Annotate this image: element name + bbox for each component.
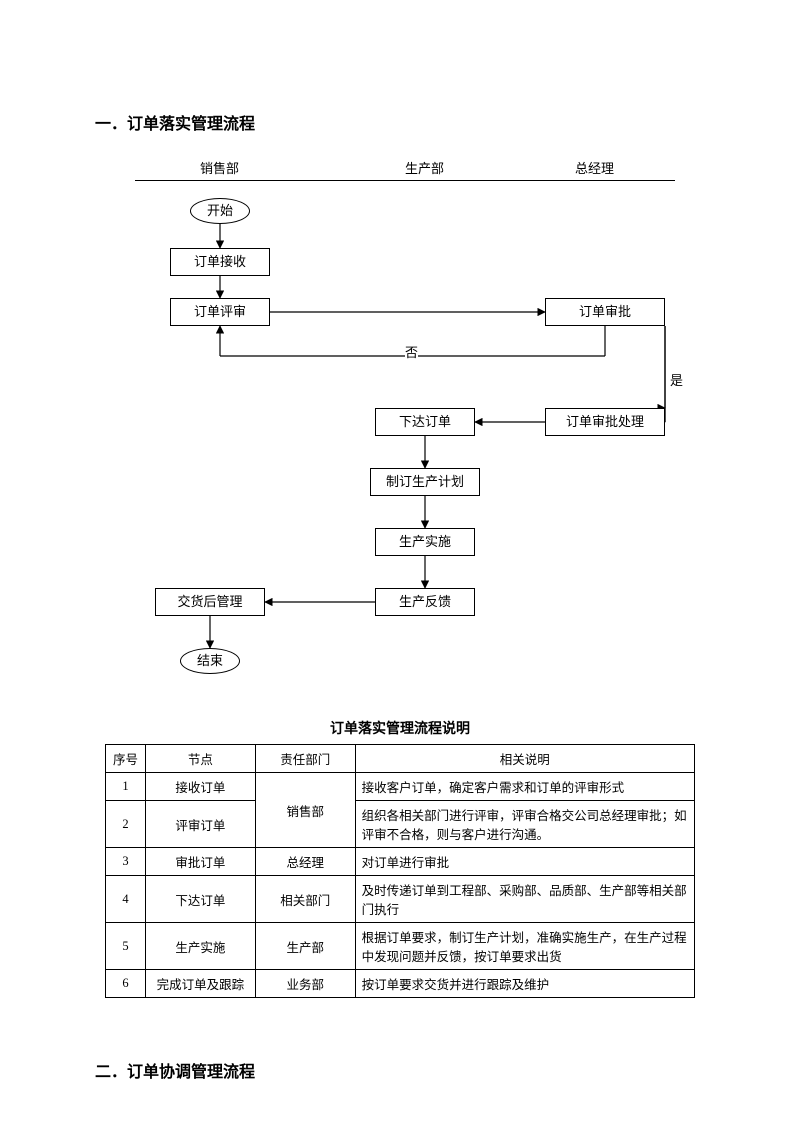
table-row: 6 完成订单及跟踪 业务部 按订单要求交货并进行跟踪及维护 — [106, 970, 695, 998]
table-row: 1 接收订单 销售部 接收客户订单，确定客户需求和订单的评审形式 — [106, 773, 695, 801]
page-content: 一．订单落实管理流程 销售部 生产部 总经理 — [95, 110, 705, 1082]
col-node: 节点 — [145, 745, 255, 773]
lane-label-gm: 总经理 — [575, 158, 614, 177]
cell-node: 审批订单 — [145, 848, 255, 876]
table-row: 3 审批订单 总经理 对订单进行审批 — [106, 848, 695, 876]
cell-desc: 按订单要求交货并进行跟踪及维护 — [355, 970, 694, 998]
table-title: 订单落实管理流程说明 — [95, 718, 705, 738]
lane-label-sales: 销售部 — [200, 158, 239, 177]
node-end: 结束 — [180, 648, 240, 674]
cell-no: 4 — [106, 876, 146, 923]
edge-label-no: 否 — [405, 342, 418, 361]
node-issue: 下达订单 — [375, 408, 475, 436]
cell-dept: 业务部 — [255, 970, 355, 998]
cell-no: 6 — [106, 970, 146, 998]
col-no: 序号 — [106, 745, 146, 773]
heading-2: 二．订单协调管理流程 — [95, 1058, 705, 1082]
table-row: 5 生产实施 生产部 根据订单要求，制订生产计划，准确实施生产，在生产过程中发现… — [106, 923, 695, 970]
cell-no: 2 — [106, 801, 146, 848]
cell-desc: 根据订单要求，制订生产计划，准确实施生产，在生产过程中发现问题并反馈，按订单要求… — [355, 923, 694, 970]
cell-node: 评审订单 — [145, 801, 255, 848]
table-row: 4 下达订单 相关部门 及时传递订单到工程部、采购部、品质部、生产部等相关部门执… — [106, 876, 695, 923]
cell-node: 生产实施 — [145, 923, 255, 970]
col-desc: 相关说明 — [355, 745, 694, 773]
node-plan: 制订生产计划 — [370, 468, 480, 496]
cell-no: 3 — [106, 848, 146, 876]
table-row: 2 评审订单 组织各相关部门进行评审，评审合格交公司总经理审批；如评审不合格，则… — [106, 801, 695, 848]
cell-dept: 销售部 — [255, 773, 355, 848]
cell-desc: 及时传递订单到工程部、采购部、品质部、生产部等相关部门执行 — [355, 876, 694, 923]
cell-dept: 生产部 — [255, 923, 355, 970]
lane-label-production: 生产部 — [405, 158, 444, 177]
node-start: 开始 — [190, 198, 250, 224]
node-approve-handle: 订单审批处理 — [545, 408, 665, 436]
cell-node: 完成订单及跟踪 — [145, 970, 255, 998]
edge-label-yes: 是 — [670, 370, 683, 389]
node-impl: 生产实施 — [375, 528, 475, 556]
flowchart: 销售部 生产部 总经理 — [115, 158, 675, 698]
cell-desc: 接收客户订单，确定客户需求和订单的评审形式 — [355, 773, 694, 801]
lane-divider — [135, 180, 675, 181]
node-recv: 订单接收 — [170, 248, 270, 276]
cell-desc: 组织各相关部门进行评审，评审合格交公司总经理审批；如评审不合格，则与客户进行沟通… — [355, 801, 694, 848]
cell-dept: 总经理 — [255, 848, 355, 876]
node-feedback: 生产反馈 — [375, 588, 475, 616]
table-header-row: 序号 节点 责任部门 相关说明 — [106, 745, 695, 773]
node-post: 交货后管理 — [155, 588, 265, 616]
heading-1: 一．订单落实管理流程 — [95, 110, 705, 134]
node-approve: 订单审批 — [545, 298, 665, 326]
cell-dept: 相关部门 — [255, 876, 355, 923]
description-table: 序号 节点 责任部门 相关说明 1 接收订单 销售部 接收客户订单，确定客户需求… — [105, 744, 695, 998]
cell-no: 5 — [106, 923, 146, 970]
col-dept: 责任部门 — [255, 745, 355, 773]
cell-desc: 对订单进行审批 — [355, 848, 694, 876]
cell-node: 下达订单 — [145, 876, 255, 923]
cell-node: 接收订单 — [145, 773, 255, 801]
node-review: 订单评审 — [170, 298, 270, 326]
cell-no: 1 — [106, 773, 146, 801]
